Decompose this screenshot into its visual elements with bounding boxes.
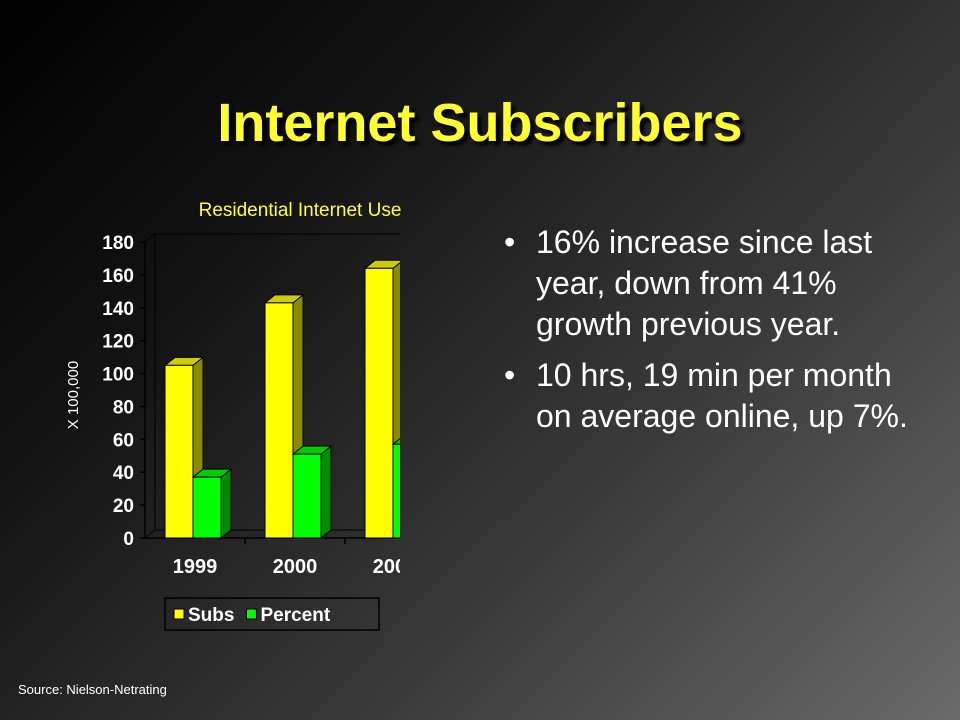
bullet-item: 10 hrs, 19 min per month on average onli…: [500, 355, 920, 437]
y-tick-label: 60: [113, 430, 134, 451]
bar-side-percent: [320, 445, 332, 540]
x-tick-label: 2000: [273, 556, 318, 578]
bar-subs: [164, 364, 194, 539]
legend-label-subs: Subs: [188, 605, 234, 626]
y-tick-label: 40: [113, 463, 134, 484]
chart-legend: Subs Percent: [164, 597, 380, 631]
y-tick-label: 0: [123, 529, 134, 550]
legend-box: [164, 597, 380, 631]
chart-title: Residential Internet Use: [198, 200, 402, 221]
legend-label-percent: Percent: [260, 605, 330, 626]
bullet-item: 16% increase since last year, down from …: [500, 222, 920, 345]
y-tick-label: 120: [102, 332, 134, 353]
y-tick-label: 100: [102, 365, 134, 386]
bar-percent: [292, 453, 322, 539]
y-tick-label: 180: [102, 233, 134, 254]
legend-swatch-percent: [245, 608, 257, 620]
slide-title: Internet Subscribers: [217, 93, 743, 153]
y-axis-label: X 100,000: [65, 361, 82, 429]
legend-swatch-subs: [173, 608, 185, 620]
bar-side-percent: [220, 468, 232, 540]
x-tick-label: 1999: [173, 556, 218, 578]
y-tick-label: 80: [113, 397, 134, 418]
source-note: Source: Nielson-Netrating: [18, 682, 167, 697]
bar-percent: [392, 443, 400, 539]
chart-bars: [163, 259, 400, 540]
bar-top-subs: [363, 259, 400, 269]
x-tick-label: 2001: [373, 556, 400, 578]
y-axis-depth-bottom: [144, 529, 156, 539]
bar-percent: [192, 476, 222, 539]
bar-chart: 0 20 40 60 80 100 120 140 160 180 1999 2000 2001 X 1…: [65, 233, 400, 631]
y-tick-label: 160: [102, 266, 134, 287]
y-tick-label: 140: [102, 299, 134, 320]
bar-top-percent: [391, 438, 400, 445]
y-axis-depth-top: [144, 233, 156, 243]
bullet-list: 16% increase since last year, down from …: [500, 222, 920, 447]
bar-subs: [264, 302, 294, 539]
bar-subs: [364, 267, 394, 539]
chart-ticks: 0 20 40 60 80 100 120 140 160 180 1999 2000 2001: [102, 233, 400, 578]
y-tick-label: 20: [113, 496, 134, 517]
